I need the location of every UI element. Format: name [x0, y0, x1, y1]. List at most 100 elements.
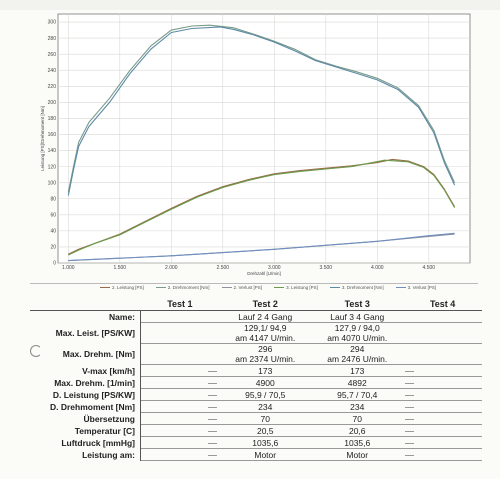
cell-line: 20,6 — [348, 425, 366, 436]
legend-item-6: 3. Verlust [PS] — [395, 285, 436, 293]
table-row: Max. Drehm. [1/min] 4900 4892 — [30, 376, 482, 389]
table-row: Leistung am: Motor Motor — [30, 448, 482, 461]
test-1-cell — [140, 412, 220, 425]
row-label: Luftdruck [mmHg] — [30, 436, 141, 449]
empty-dash — [405, 442, 415, 444]
test-1-cell — [140, 448, 220, 461]
test-4-cell — [403, 364, 482, 377]
series-line-5 — [67, 26, 456, 196]
test-4-cell — [403, 412, 482, 425]
legend-swatch — [221, 287, 232, 289]
test-1-cell — [140, 364, 220, 377]
y-tick-label: 140 — [48, 148, 57, 154]
cell-line: 127,9 / 94,0 — [334, 323, 380, 333]
empty-dash — [405, 430, 415, 432]
test-3-cell: 1035,6 — [311, 436, 404, 449]
cell-line: 70 — [260, 413, 270, 424]
test-4-cell — [403, 322, 482, 344]
x-axis-label: Drehzahl [U/min] — [247, 271, 281, 276]
empty-dash — [405, 394, 415, 396]
header-test-2: Test 2 — [219, 298, 312, 311]
header-test-4: Test 4 — [403, 298, 482, 311]
header-test-3: Test 3 — [311, 298, 404, 311]
empty-dash — [405, 406, 415, 408]
test-2-cell: 1035,6 — [219, 436, 312, 449]
test-4-cell — [403, 424, 482, 437]
cell-line: 234 — [258, 401, 273, 412]
cell-line: 173 — [350, 365, 365, 376]
legend-swatch — [395, 287, 406, 289]
row-label: V-max [km/h] — [30, 364, 141, 377]
test-3-cell: 95,7 / 70,4 — [311, 388, 404, 401]
test-3-cell: 294 am 2476 U/min. — [311, 343, 404, 365]
row-label: Übersetzung — [30, 412, 141, 425]
cell-line: am 2476 U/min. — [327, 354, 388, 364]
empty-dash — [208, 406, 218, 408]
legend-item-5: 3. Drehmoment [Nm] — [329, 285, 384, 293]
table-row: V-max [km/h] 173 173 — [30, 364, 482, 377]
empty-dash — [405, 382, 415, 384]
test-2-cell: 173 — [219, 364, 312, 377]
cell-line: 1035,6 — [344, 437, 371, 448]
test-2-cell: Motor — [219, 448, 312, 461]
test-2-cell: 4900 — [219, 376, 312, 389]
chart-legend: 2. Leistung [PS] 2. Drehmoment [Nm] 2. Ver… — [100, 285, 480, 293]
test-2-cell: 95,9 / 70,5 — [219, 388, 312, 401]
empty-dash — [405, 418, 415, 420]
test-4-cell — [403, 448, 482, 461]
row-label: Max. Drehm. [1/min] — [30, 376, 141, 389]
test-2-cell: 20,5 — [219, 424, 312, 437]
legend-label: 2. Drehmoment [Nm] — [167, 285, 210, 290]
y-tick-label: 40 — [50, 229, 56, 235]
y-tick-label: 220 — [48, 84, 57, 90]
x-tick-label: 4.000 — [371, 265, 384, 271]
test-3-cell: Motor — [311, 448, 404, 461]
cell-line: Lauf 2 4 Gang — [238, 311, 293, 322]
header-test-1: Test 1 — [140, 298, 220, 311]
test-3-cell: 4892 — [311, 376, 404, 389]
plot-area — [57, 13, 471, 264]
y-tick-label: 60 — [50, 213, 56, 219]
y-axis-label: Leistung [PS]/Drehmoment [Nm] — [40, 106, 45, 171]
y-tick-label: 0 — [53, 261, 56, 267]
x-tick-label: 4.500 — [423, 265, 436, 271]
test-2-cell: 296 am 2374 U/min. — [219, 343, 312, 365]
test-3-cell: 70 — [311, 412, 404, 425]
test-4-cell — [403, 310, 482, 323]
test-3-cell: 20,6 — [311, 424, 404, 437]
legend-swatch — [329, 287, 340, 289]
test-4-cell — [403, 436, 482, 449]
empty-dash — [208, 370, 218, 372]
cell-line: 296 — [258, 344, 273, 354]
legend-label: 3. Drehmoment [Nm] — [341, 285, 384, 290]
y-tick-label: 280 — [48, 36, 57, 42]
table-row: D. Leistung [PS/KW] 95,9 / 70,5 95,7 / 70,… — [30, 388, 482, 401]
x-tick-label: 2.000 — [165, 265, 178, 271]
legend-swatch — [155, 287, 166, 289]
test-1-cell — [140, 388, 220, 401]
table-header-row: Test 1 Test 2 Test 3 Test 4 — [30, 298, 482, 311]
cell-line: 129,1/ 94,9 — [243, 323, 287, 333]
legend-label: 2. Leistung [PS] — [112, 285, 144, 290]
legend-label: 3. Leistung [PS] — [286, 285, 318, 290]
test-1-cell — [140, 436, 220, 449]
y-tick-label: 240 — [48, 68, 57, 74]
table-row: Luftdruck [mmHg] 1035,6 1035,6 — [30, 436, 482, 449]
test-3-cell: Lauf 3 4 Gang — [311, 310, 404, 323]
empty-dash — [208, 430, 218, 432]
cell-line: Lauf 3 4 Gang — [330, 311, 385, 322]
x-tick-label: 3.500 — [320, 265, 333, 271]
row-label: D. Drehmoment [Nm] — [30, 400, 141, 413]
y-tick-label: 120 — [48, 164, 57, 170]
test-3-cell: 173 — [311, 364, 404, 377]
cell-line: 234 — [350, 401, 365, 412]
legend-swatch — [274, 287, 285, 289]
legend-item-2: 2. Drehmoment [Nm] — [155, 285, 210, 293]
test-2-cell: 70 — [219, 412, 312, 425]
table-row: Max. Drehm. [Nm] 296 am 2374 U/min. 294 am 2… — [30, 343, 482, 365]
legend-label: 2. Verlust [PS] — [233, 285, 263, 290]
legend-item-1: 2. Leistung [PS] — [100, 285, 144, 293]
cell-line: 20,5 — [256, 425, 274, 436]
row-label: Leistung am: — [30, 448, 141, 461]
series-line-1 — [68, 158, 456, 255]
